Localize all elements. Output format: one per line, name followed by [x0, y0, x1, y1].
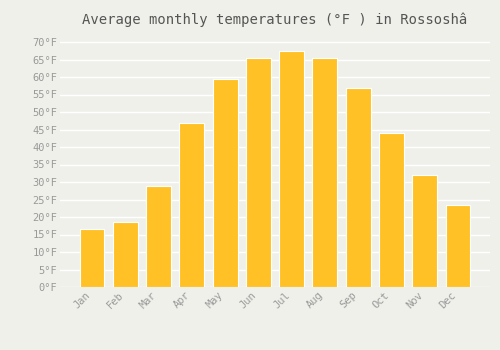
Bar: [346, 88, 370, 287]
Bar: [312, 58, 338, 287]
Bar: [246, 58, 271, 287]
Bar: [146, 186, 171, 287]
Bar: [113, 222, 138, 287]
Bar: [212, 79, 238, 287]
Bar: [180, 122, 204, 287]
Title: Average monthly temperatures (°F ) in Rossoshâ: Average monthly temperatures (°F ) in Ro…: [82, 12, 468, 27]
Bar: [279, 51, 304, 287]
Bar: [412, 175, 437, 287]
Bar: [446, 205, 470, 287]
Bar: [80, 229, 104, 287]
Bar: [379, 133, 404, 287]
